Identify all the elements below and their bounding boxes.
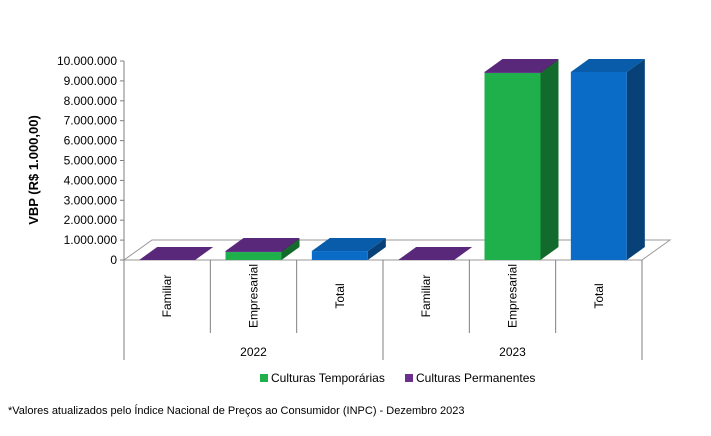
y-tick-label: 5.000.000	[64, 154, 118, 168]
bar-culturas-temporarias-front	[484, 72, 541, 260]
bar-culturas-temporarias-side	[540, 59, 559, 260]
bar-culturas-permanentes	[398, 247, 473, 260]
bar-total-top	[570, 58, 645, 72]
bar-total	[570, 58, 645, 260]
bar-total-front	[311, 251, 368, 260]
y-tick-label: 4.000.000	[64, 173, 118, 187]
y-tick-label: 10.000.000	[57, 54, 117, 68]
y-tick-label: 0	[110, 253, 117, 267]
y-axis: 0 1.000.000 2.000.000 3.000.000 4.000.000 5.0…	[57, 54, 125, 267]
group-label: 2023	[499, 345, 526, 359]
legend: Culturas Temporárias Culturas Permanentes	[260, 371, 535, 385]
bar-culturas-temporarias-side	[281, 239, 300, 260]
y-axis-title: VBP (R$ 1.000,00)	[26, 115, 41, 225]
legend-swatch	[260, 374, 268, 382]
bar-culturas-permanentes-front	[225, 251, 282, 253]
bar-culturas-permanentes-top	[225, 238, 300, 252]
bars	[139, 58, 645, 260]
bar-culturas-permanentes-top	[139, 247, 214, 260]
category-label: Empresarial	[506, 264, 520, 328]
bar-culturas-temporarias-front	[225, 252, 282, 260]
bar-total-side	[367, 238, 386, 260]
bar-culturas-permanentes-side	[281, 238, 300, 253]
legend-label: Culturas Permanentes	[416, 371, 535, 385]
category-label: Total	[333, 283, 347, 308]
y-tick-label: 9.000.000	[64, 74, 118, 88]
bar-culturas-temporarias	[484, 59, 559, 260]
legend-label: Culturas Temporárias	[271, 371, 385, 385]
bar-culturas-permanentes-side	[540, 58, 559, 73]
category-label: Empresarial	[247, 264, 261, 328]
y-tick-label: 7.000.000	[64, 114, 118, 128]
bar-culturas-permanentes	[225, 238, 300, 253]
y-tick-label: 8.000.000	[64, 94, 118, 108]
bar-total-top	[311, 238, 386, 252]
bar-culturas-permanentes	[139, 247, 214, 260]
group-label: 2022	[240, 345, 267, 359]
legend-swatch	[405, 374, 413, 382]
bar-culturas-permanentes	[484, 58, 559, 73]
y-tick-label: 3.000.000	[64, 193, 118, 207]
y-tick-label: 2.000.000	[64, 213, 118, 227]
footnote: *Valores atualizados pelo Índice Naciona…	[8, 405, 465, 417]
category-label: Familiar	[160, 275, 174, 318]
bar-total-side	[626, 58, 645, 260]
y-tick-label: 1.000.000	[64, 233, 118, 247]
category-label: Familiar	[419, 275, 433, 318]
bar-total-front	[570, 71, 627, 260]
y-tick-label: 6.000.000	[64, 134, 118, 148]
bar-culturas-permanentes-top	[398, 247, 473, 260]
category-label: Total	[592, 283, 606, 308]
bar-culturas-permanentes-top	[484, 58, 559, 72]
x-axis-categories: Familiar Empresarial Total 2022 Familiar Empr…	[123, 260, 643, 360]
bar-total	[311, 238, 386, 260]
bar-culturas-permanentes-front	[484, 71, 541, 73]
